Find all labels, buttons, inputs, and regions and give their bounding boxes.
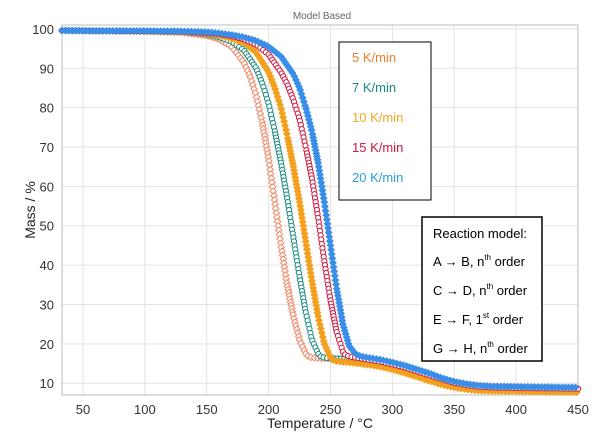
y-tick-label: 60 <box>40 179 54 194</box>
reaction-model-title: Reaction model: <box>433 226 527 241</box>
x-tick-label: 200 <box>258 402 280 417</box>
data-point <box>571 383 580 392</box>
y-tick-label: 50 <box>40 219 54 234</box>
plot-frame <box>61 24 579 396</box>
x-tick-label: 50 <box>76 402 90 417</box>
series-layer <box>58 26 582 397</box>
legend-item: 5 K/min <box>352 50 396 65</box>
reaction-model-row: G → H, nth order <box>433 340 528 356</box>
series-20-k-min <box>58 26 580 392</box>
legend-item: 7 K/min <box>352 80 396 95</box>
x-tick-label: 350 <box>443 402 465 417</box>
x-tick-labels: 50 100 150 200 250 300 350 400 450 <box>76 402 589 417</box>
legend: 5 K/min 7 K/min 10 K/min 15 K/min 20 K/min <box>338 41 432 201</box>
y-tick-label: 10 <box>40 376 54 391</box>
x-tick-label: 250 <box>320 402 342 417</box>
x-tick-label: 450 <box>567 402 589 417</box>
x-tick-label: 400 <box>505 402 527 417</box>
x-tick-label: 300 <box>382 402 404 417</box>
reaction-model-row: C → D, nth order <box>433 282 528 298</box>
x-tick-label: 100 <box>134 402 156 417</box>
reaction-model-row: E → F, 1st order <box>433 311 524 327</box>
legend-item: 10 K/min <box>352 110 403 125</box>
y-tick-label: 30 <box>40 297 54 312</box>
reaction-model-frame <box>421 216 543 362</box>
legend-box <box>338 41 432 201</box>
legend-item: 20 K/min <box>352 170 403 185</box>
y-tick-label: 40 <box>40 258 54 273</box>
y-tick-label: 70 <box>40 140 54 155</box>
y-tick-labels: 10 20 30 40 50 60 70 80 90 100 <box>32 22 54 391</box>
y-tick-label: 100 <box>32 22 54 37</box>
y-tick-label: 80 <box>40 101 54 116</box>
y-tick-label: 20 <box>40 337 54 352</box>
y-tick-label: 90 <box>40 61 54 76</box>
x-tick-label: 150 <box>196 402 218 417</box>
chart-title: Model Based <box>293 11 351 22</box>
legend-item: 15 K/min <box>352 140 403 155</box>
reaction-model-row: A → B, nth order <box>433 253 526 269</box>
x-axis-title: Temperature / °C <box>267 415 373 431</box>
reaction-model-box: Reaction model: A → B, nth order C → D, n… <box>421 216 543 362</box>
y-axis-title: Mass / % <box>22 181 38 239</box>
